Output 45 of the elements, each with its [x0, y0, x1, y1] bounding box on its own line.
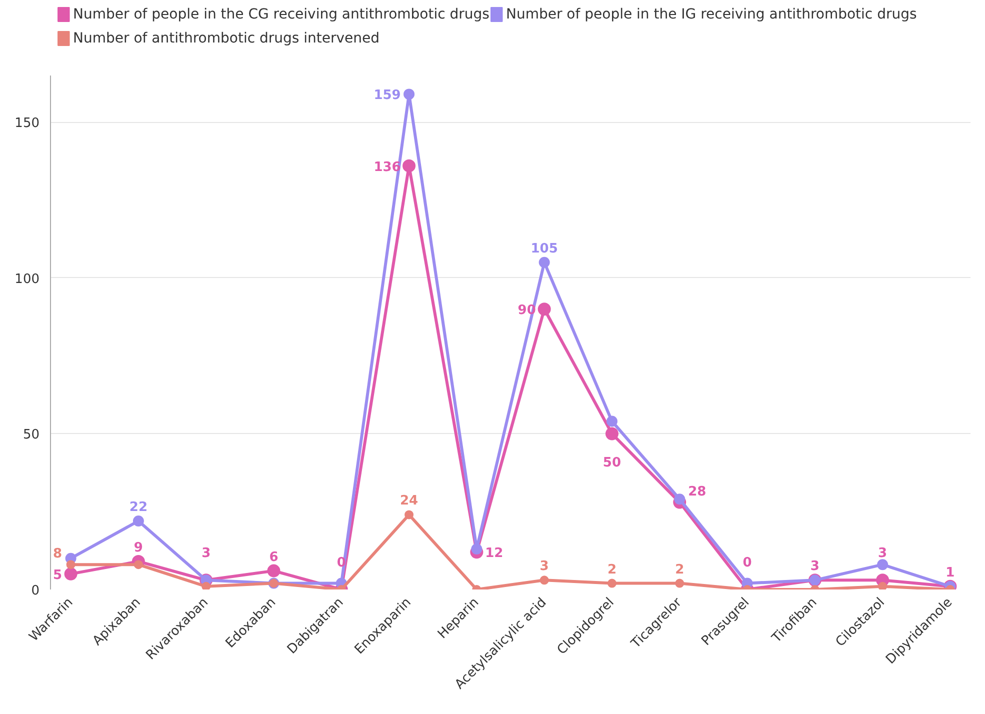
- data-label: 159: [374, 88, 401, 104]
- point: [675, 578, 684, 588]
- y-tick-label: 100: [14, 272, 40, 287]
- data-label: 12: [485, 546, 504, 562]
- data-label: 3: [878, 546, 888, 562]
- point: [674, 494, 686, 505]
- point: [540, 576, 549, 585]
- legend-label: Number of people in the CG receiving antithrombotic drugs: [73, 6, 490, 22]
- point: [64, 567, 78, 580]
- point: [877, 559, 888, 570]
- point: [471, 544, 482, 554]
- data-label: 50: [602, 456, 622, 471]
- data-label: 105: [530, 241, 558, 256]
- point: [132, 515, 144, 526]
- data-label: 8: [53, 546, 62, 562]
- data-label: 3: [810, 559, 820, 574]
- point: [267, 564, 280, 578]
- y-tick-label: 150: [14, 116, 40, 132]
- data-label: 22: [129, 500, 148, 515]
- legend-label: Number of antithrombotic drugs intervened: [73, 30, 380, 46]
- y-tick-label: 0: [31, 584, 40, 598]
- point: [404, 88, 415, 100]
- y-tick-label: 50: [22, 428, 40, 443]
- data-label: 5: [53, 568, 62, 583]
- data-label: 28: [688, 484, 706, 500]
- point: [607, 578, 616, 588]
- data-label: 2: [675, 562, 684, 578]
- data-label: 1: [946, 565, 955, 580]
- point: [402, 159, 416, 172]
- data-label: 6: [269, 550, 278, 565]
- data-label: 24: [400, 494, 418, 509]
- data-label: 3: [540, 559, 549, 574]
- point: [606, 416, 618, 427]
- point: [878, 582, 888, 590]
- point: [538, 302, 551, 316]
- point: [202, 582, 211, 590]
- point: [605, 427, 618, 440]
- point: [538, 256, 550, 268]
- data-label: 9: [134, 540, 143, 556]
- data-label: 2: [607, 562, 616, 578]
- point: [404, 510, 414, 520]
- legend-label: Number of people in the IG receiving antithrombotic drugs: [506, 6, 917, 22]
- data-label: 3: [202, 546, 211, 562]
- point: [66, 560, 76, 570]
- data-label: 0: [742, 556, 752, 570]
